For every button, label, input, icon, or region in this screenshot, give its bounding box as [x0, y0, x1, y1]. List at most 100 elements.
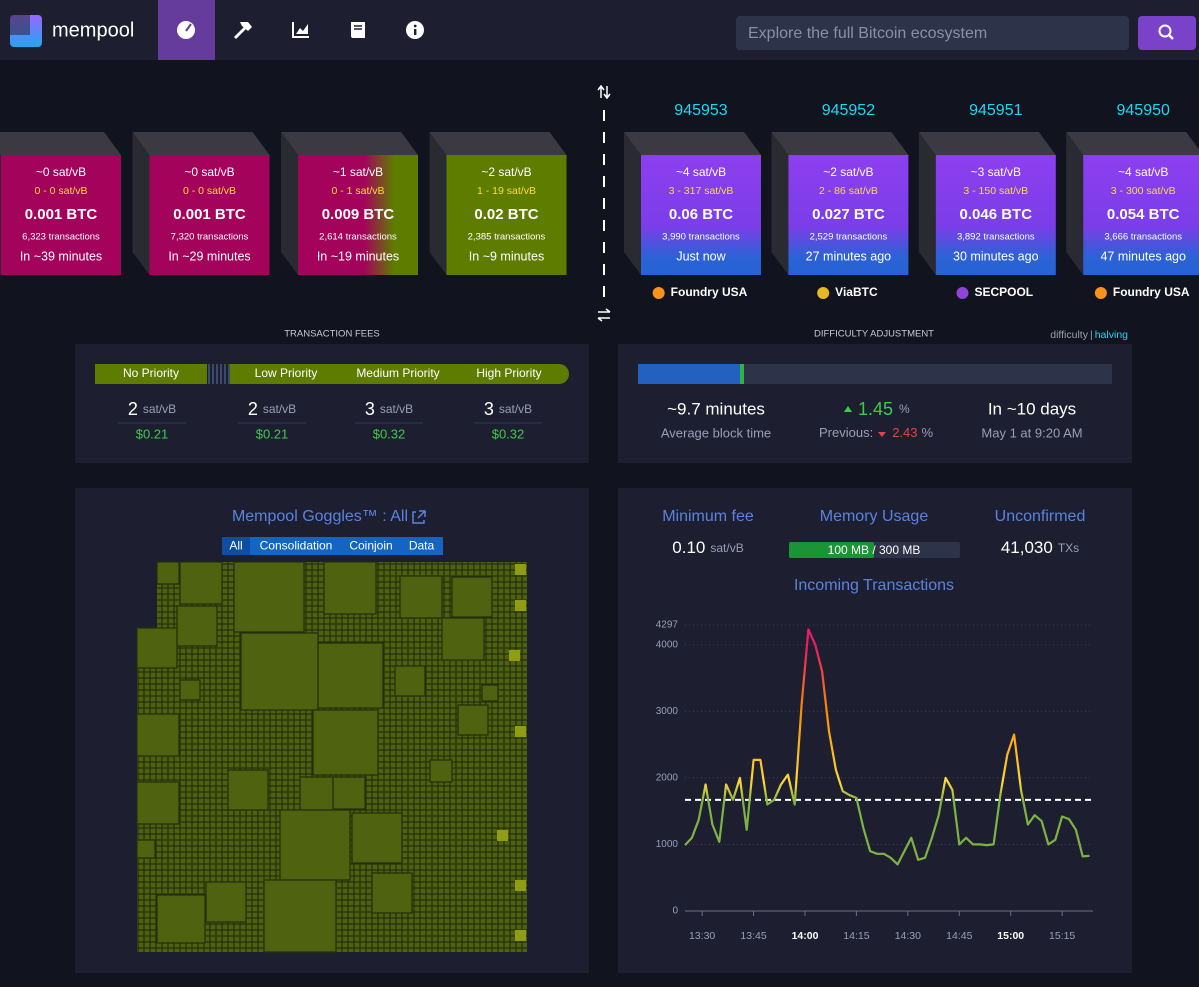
treemap-tile — [136, 781, 180, 825]
block-front — [298, 155, 418, 275]
treemap-tile — [515, 880, 526, 891]
block-side — [624, 132, 641, 275]
block-side — [771, 132, 789, 275]
block-time: 27 minutes ago — [806, 249, 892, 263]
block-txs: 3,892 transactions — [957, 232, 1035, 243]
treemap-tile — [240, 632, 319, 711]
gauge-needle — [185, 23, 192, 32]
goggles-filter[interactable] — [222, 537, 250, 555]
change-unit: % — [899, 402, 910, 416]
goggles-filter-label[interactable]: All — [229, 539, 242, 553]
incoming-tx-line — [684, 628, 1090, 866]
treemap-tile — [515, 726, 526, 737]
block-height[interactable]: 945953 — [674, 102, 727, 119]
search-input[interactable] — [736, 16, 1129, 50]
block-fee-range: 1 - 19 sat/vB — [477, 185, 536, 197]
block-time: Just now — [676, 249, 726, 263]
difficulty-change: 1.45% — [858, 399, 910, 419]
block-height[interactable]: 945951 — [969, 102, 1022, 119]
min-fee: 0.10 sat/vB — [672, 538, 743, 557]
block-total: 0.001 BTC — [173, 206, 246, 223]
y-tick-label: 4297 — [656, 620, 679, 631]
nav-mining-icon[interactable] — [234, 22, 252, 39]
search-button[interactable] — [1138, 16, 1196, 50]
logo-icon-shade — [10, 15, 30, 35]
block-top — [624, 132, 761, 155]
block-front — [1083, 155, 1199, 275]
treemap-tile — [263, 879, 337, 953]
priority-gap — [207, 364, 230, 384]
goggles-filter-label[interactable]: Data — [409, 539, 435, 553]
goggles-filter-label[interactable]: Coinjoin — [349, 539, 392, 553]
goggles-filter[interactable] — [342, 537, 400, 555]
difficulty-title: DIFFICULTY ADJUSTMENT — [814, 329, 934, 340]
x-tick-label: 13:45 — [740, 930, 766, 942]
difficulty-progress-fill — [638, 364, 740, 384]
difficulty-progress-track — [638, 364, 1112, 384]
treemap-tile — [179, 679, 201, 701]
treemap-tile — [205, 881, 247, 923]
block-fee: ~0 sat/vB — [184, 165, 234, 179]
pool-icon — [817, 287, 830, 299]
goggles-filter[interactable] — [250, 537, 342, 555]
memory-bar-fill — [789, 542, 874, 558]
x-tick-label: 14:15 — [843, 930, 869, 942]
treemap — [136, 561, 526, 953]
y-tick-label: 3000 — [656, 706, 679, 717]
block-top — [429, 132, 567, 155]
block-height[interactable]: 945952 — [822, 102, 875, 119]
toggle-arrows-icon[interactable] — [597, 84, 611, 100]
external-link-icon[interactable] — [412, 510, 426, 524]
adjustment-eta: In ~10 days — [988, 399, 1076, 418]
block-side — [281, 132, 298, 275]
change-up-icon — [844, 406, 852, 412]
difficulty-progress-marker — [740, 364, 744, 384]
y-tick-label: 4000 — [656, 639, 679, 650]
x-tick-label: 15:00 — [997, 930, 1024, 942]
logo-text[interactable]: mempool — [52, 19, 134, 41]
difficulty-link[interactable]: difficulty — [1050, 329, 1088, 341]
block-front — [788, 155, 909, 275]
fee-rate-unit: sat/vB — [380, 402, 413, 416]
swap-arrows-icon[interactable] — [597, 308, 611, 322]
fee-usd: $0.32 — [492, 426, 525, 441]
nav-graphs-icon[interactable] — [292, 22, 309, 38]
block-height[interactable]: 945950 — [1117, 102, 1170, 119]
pool-name: SECPOOL — [974, 285, 1033, 299]
block-fee: ~1 sat/vB — [333, 165, 383, 179]
goggles-filter-label[interactable]: Consolidation — [260, 539, 333, 553]
y-tick-label: 0 — [672, 906, 678, 917]
treemap-tile — [136, 627, 178, 669]
block-top — [771, 132, 909, 155]
treemap-tile — [332, 776, 366, 810]
block-top — [281, 132, 418, 155]
info-dot — [413, 24, 417, 28]
halving-link[interactable]: halving — [1095, 329, 1128, 341]
treemap-empty — [137, 562, 157, 628]
info-bar — [414, 29, 417, 35]
nav-docs-icon[interactable] — [351, 22, 365, 38]
treemap-tile — [451, 576, 493, 618]
fees-title: TRANSACTION FEES — [284, 329, 380, 340]
pool-name: Foundry USA — [671, 285, 748, 299]
treemap-tile — [351, 812, 403, 864]
previous-down-icon — [878, 432, 886, 437]
treemap-tile — [227, 769, 269, 811]
pool-icon — [1094, 287, 1107, 299]
goggles-title: Mempool Goggles™ : All — [232, 508, 408, 525]
previous-unit: % — [922, 425, 934, 440]
x-tick-label: 14:45 — [946, 930, 972, 942]
treemap-tile — [299, 776, 334, 811]
treemap-tile — [312, 709, 379, 776]
fee-rate-unit: sat/vB — [263, 402, 296, 416]
treemap-tile — [179, 561, 223, 605]
goggles-filter[interactable] — [400, 537, 443, 555]
block-front — [1, 155, 121, 275]
no-priority-bar — [95, 364, 207, 384]
priority-label: No Priority — [123, 366, 179, 380]
block-time-label: Average block time — [661, 425, 771, 440]
block-side — [918, 132, 936, 275]
pool-name: Foundry USA — [1113, 285, 1190, 299]
block-front — [641, 155, 761, 275]
